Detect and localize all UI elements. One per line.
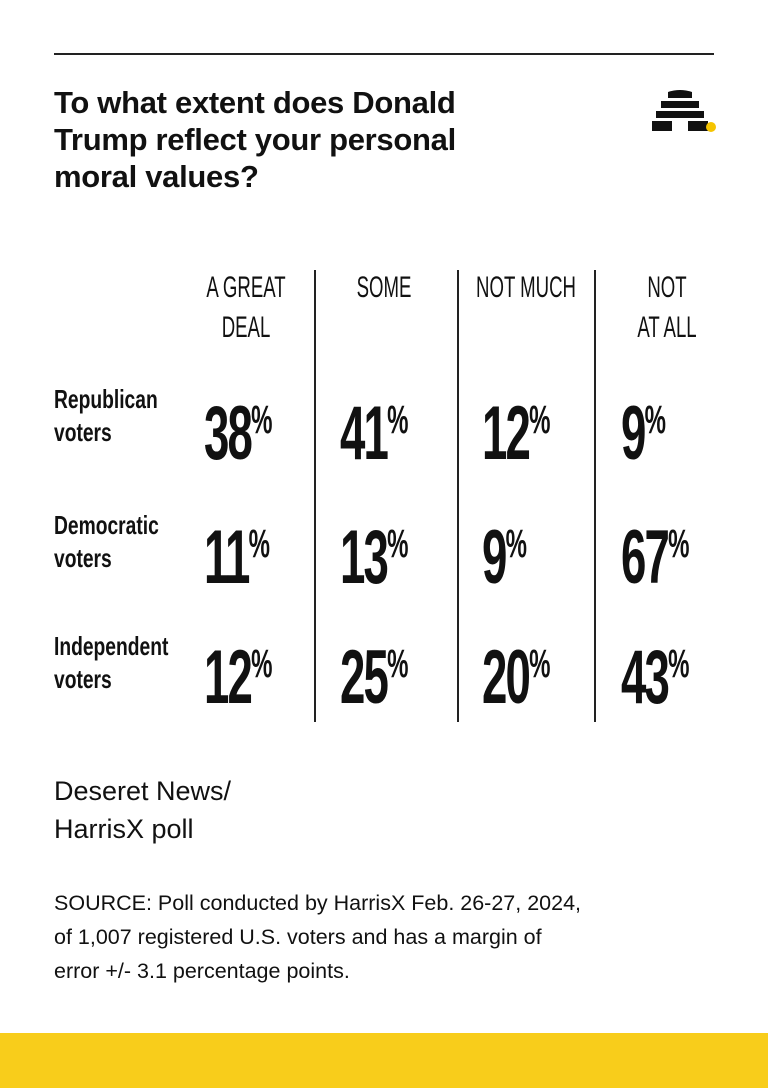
percent-cell: 13% xyxy=(340,515,409,600)
percent-cell: 43% xyxy=(621,635,690,720)
row-label: Republican voters xyxy=(54,384,158,447)
percent-cell: 12% xyxy=(204,635,273,720)
percent-cell: 12% xyxy=(482,391,551,476)
percent-cell: 25% xyxy=(340,635,409,720)
column-header: A GREAT DEAL xyxy=(206,271,286,344)
column-divider xyxy=(314,270,316,722)
percent-cell: 11% xyxy=(204,515,270,600)
row-label: Democratic voters xyxy=(54,510,159,573)
row-label: Independent voters xyxy=(54,631,169,694)
column-header: NOT AT ALL xyxy=(637,271,697,344)
percent-cell: 38% xyxy=(204,391,273,476)
percent-cell: 41% xyxy=(340,391,409,476)
source-note: SOURCE: Poll conducted by HarrisX Feb. 2… xyxy=(54,891,582,983)
title: To what extent does Donald Trump reflect… xyxy=(54,85,456,194)
footer-band xyxy=(0,1033,768,1088)
column-header: NOT MUCH xyxy=(476,271,576,304)
credit: Deseret News/ HarrisX poll xyxy=(54,776,232,844)
percent-cell: 20% xyxy=(482,635,551,720)
top-rule xyxy=(54,53,714,55)
percent-cell: 67% xyxy=(621,515,690,600)
percent-cell: 9% xyxy=(621,391,666,476)
column-divider xyxy=(457,270,459,722)
logo xyxy=(652,90,716,132)
column-header: SOME xyxy=(356,271,412,304)
percent-cell: 9% xyxy=(482,515,527,600)
column-divider xyxy=(594,270,596,722)
